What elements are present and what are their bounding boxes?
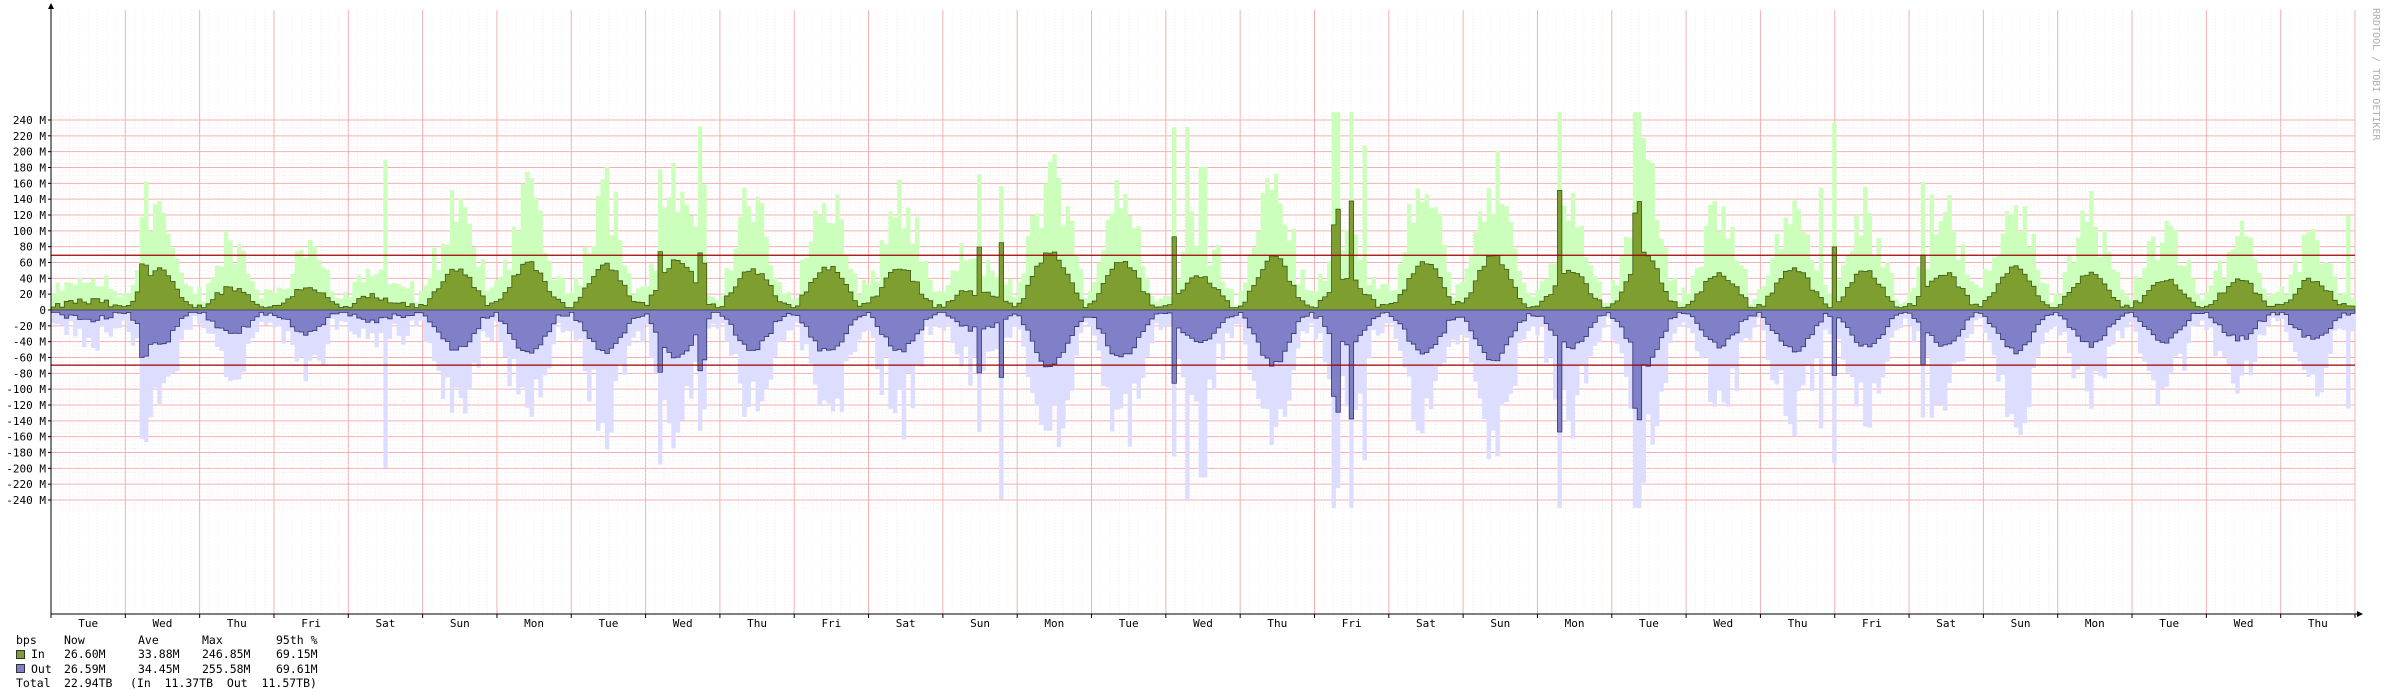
legend-row-in: In 26.60M 33.88M 246.85M 69.15M	[16, 647, 350, 661]
legend-ave-header: Ave	[138, 633, 159, 647]
legend-pct-header: 95th %	[276, 633, 318, 647]
x-tick-label: Wed	[673, 617, 693, 630]
y-tick-label: 20 M	[20, 288, 47, 301]
legend-out-max: 255.58M	[202, 661, 251, 676]
x-tick-label: Sat	[896, 617, 916, 630]
traffic-chart: 240 M 220 M 200 M 180 M 160 M 140 M 120 M 100 M…	[6, 3, 2381, 630]
y-tick-label: 120 M	[13, 209, 46, 222]
y-tick-label: -200 M	[6, 462, 46, 475]
y-tick-label: 160 M	[13, 177, 46, 190]
chart-axes	[48, 3, 2363, 617]
x-tick-label: Fri	[821, 617, 841, 630]
y-axis-arrow	[48, 3, 54, 9]
y-tick-label: 240 M	[13, 114, 46, 127]
in-peak-area	[51, 112, 2355, 310]
legend-total: Total 22.94TB (In 11.37TB Out 11.57TB)	[16, 676, 350, 690]
legend-total-value: 22.94TB	[64, 675, 113, 690]
in-average-area	[50, 189, 2356, 311]
legend-row-out: Out 26.59M 34.45M 255.58M 69.61M	[16, 662, 350, 676]
rrdtool-credit: RRDTOOL / TOBI OETIKER	[2370, 8, 2381, 141]
x-tick-label: Thu	[2308, 617, 2328, 630]
out-swatch	[16, 664, 25, 674]
x-tick-label: Fri	[1862, 617, 1882, 630]
legend-in-now: 26.60M	[64, 647, 106, 662]
y-tick-label: 220 M	[13, 130, 46, 143]
legend-header: bps Now Ave Max 95th %	[16, 633, 350, 647]
y-tick-label: 0	[39, 304, 46, 317]
y-tick-label: 40 M	[20, 272, 47, 285]
legend-out-pct: 69.61M	[276, 661, 318, 676]
legend-total-label: Total	[16, 675, 51, 690]
x-tick-label: Sat	[1416, 617, 1436, 630]
y-tick-label: 180 M	[13, 161, 46, 174]
x-tick-label: Sun	[1490, 617, 1510, 630]
legend-total-detail: (In 11.37TB Out 11.57TB)	[130, 675, 317, 690]
x-tick-label: Sun	[2011, 617, 2031, 630]
x-tick-label: Tue	[1119, 617, 1139, 630]
x-tick-label: Wed	[153, 617, 173, 630]
legend-in-pct: 69.15M	[276, 647, 318, 662]
x-tick-label: Wed	[1713, 617, 1733, 630]
legend-unit: bps	[16, 633, 37, 647]
y-tick-label: -240 M	[6, 494, 46, 507]
chart-areas	[50, 112, 2356, 508]
x-tick-label: Mon	[1565, 617, 1585, 630]
x-tick-label: Sat	[376, 617, 396, 630]
y-tick-label: -120 M	[6, 399, 46, 412]
x-tick-label: Sun	[970, 617, 990, 630]
legend-now-header: Now	[64, 633, 85, 647]
legend-in-max: 246.85M	[202, 647, 251, 662]
x-tick-label: Fri	[1342, 617, 1362, 630]
y-tick-label: 60 M	[20, 256, 47, 269]
legend-out-ave: 34.45M	[138, 661, 180, 676]
x-tick-label: Tue	[1639, 617, 1659, 630]
y-tick-label: 100 M	[13, 225, 46, 238]
x-tick-label: Tue	[598, 617, 618, 630]
percentile-lines	[51, 254, 2355, 366]
x-tick-label: Tue	[2159, 617, 2179, 630]
legend: bps Now Ave Max 95th % In 26.60M 33.88M …	[16, 633, 350, 690]
y-tick-label: 80 M	[20, 241, 47, 254]
x-tick-label: Sat	[1936, 617, 1956, 630]
legend-in-ave: 33.88M	[138, 647, 180, 662]
y-tick-label: -160 M	[6, 431, 46, 444]
y-tick-label: 200 M	[13, 146, 46, 159]
legend-max-header: Max	[202, 633, 223, 647]
y-tick-label: -140 M	[6, 415, 46, 428]
out-average-area	[50, 309, 2356, 433]
y-tick-label: -20 M	[13, 320, 46, 333]
x-tick-label: Thu	[1267, 617, 1287, 630]
y-tick-label: -100 M	[6, 383, 46, 396]
y-tick-label: 140 M	[13, 193, 46, 206]
y-tick-label: -220 M	[6, 478, 46, 491]
legend-out-now: 26.59M	[64, 661, 106, 676]
legend-out-name: Out	[31, 661, 52, 676]
in-swatch	[16, 649, 25, 659]
x-tick-label: Sun	[450, 617, 470, 630]
x-tick-label: Tue	[78, 617, 98, 630]
x-tick-label: Thu	[1788, 617, 1808, 630]
y-tick-label: -40 M	[13, 336, 46, 349]
x-tick-label: Thu	[227, 617, 247, 630]
x-tick-label: Wed	[2234, 617, 2254, 630]
x-axis-ticks: Tue Wed Thu Fri Sat Sun Mon Tue Wed Thu Fri Sat Sun M…	[50, 614, 2356, 630]
out-peak-area	[51, 310, 2355, 508]
y-tick-label: -60 M	[13, 352, 46, 365]
x-tick-label: Fri	[301, 617, 321, 630]
x-axis-arrow	[2357, 611, 2363, 617]
x-tick-label: Mon	[524, 617, 544, 630]
x-tick-label: Thu	[747, 617, 767, 630]
x-tick-label: Mon	[1044, 617, 1064, 630]
y-axis-ticks: 240 M 220 M 200 M 180 M 160 M 140 M 120 M 100 M…	[6, 114, 51, 507]
x-tick-label: Mon	[2085, 617, 2105, 630]
y-tick-label: -180 M	[6, 447, 46, 460]
legend-in-name: In	[31, 647, 45, 662]
y-tick-label: -80 M	[13, 367, 46, 380]
x-tick-label: Wed	[1193, 617, 1213, 630]
